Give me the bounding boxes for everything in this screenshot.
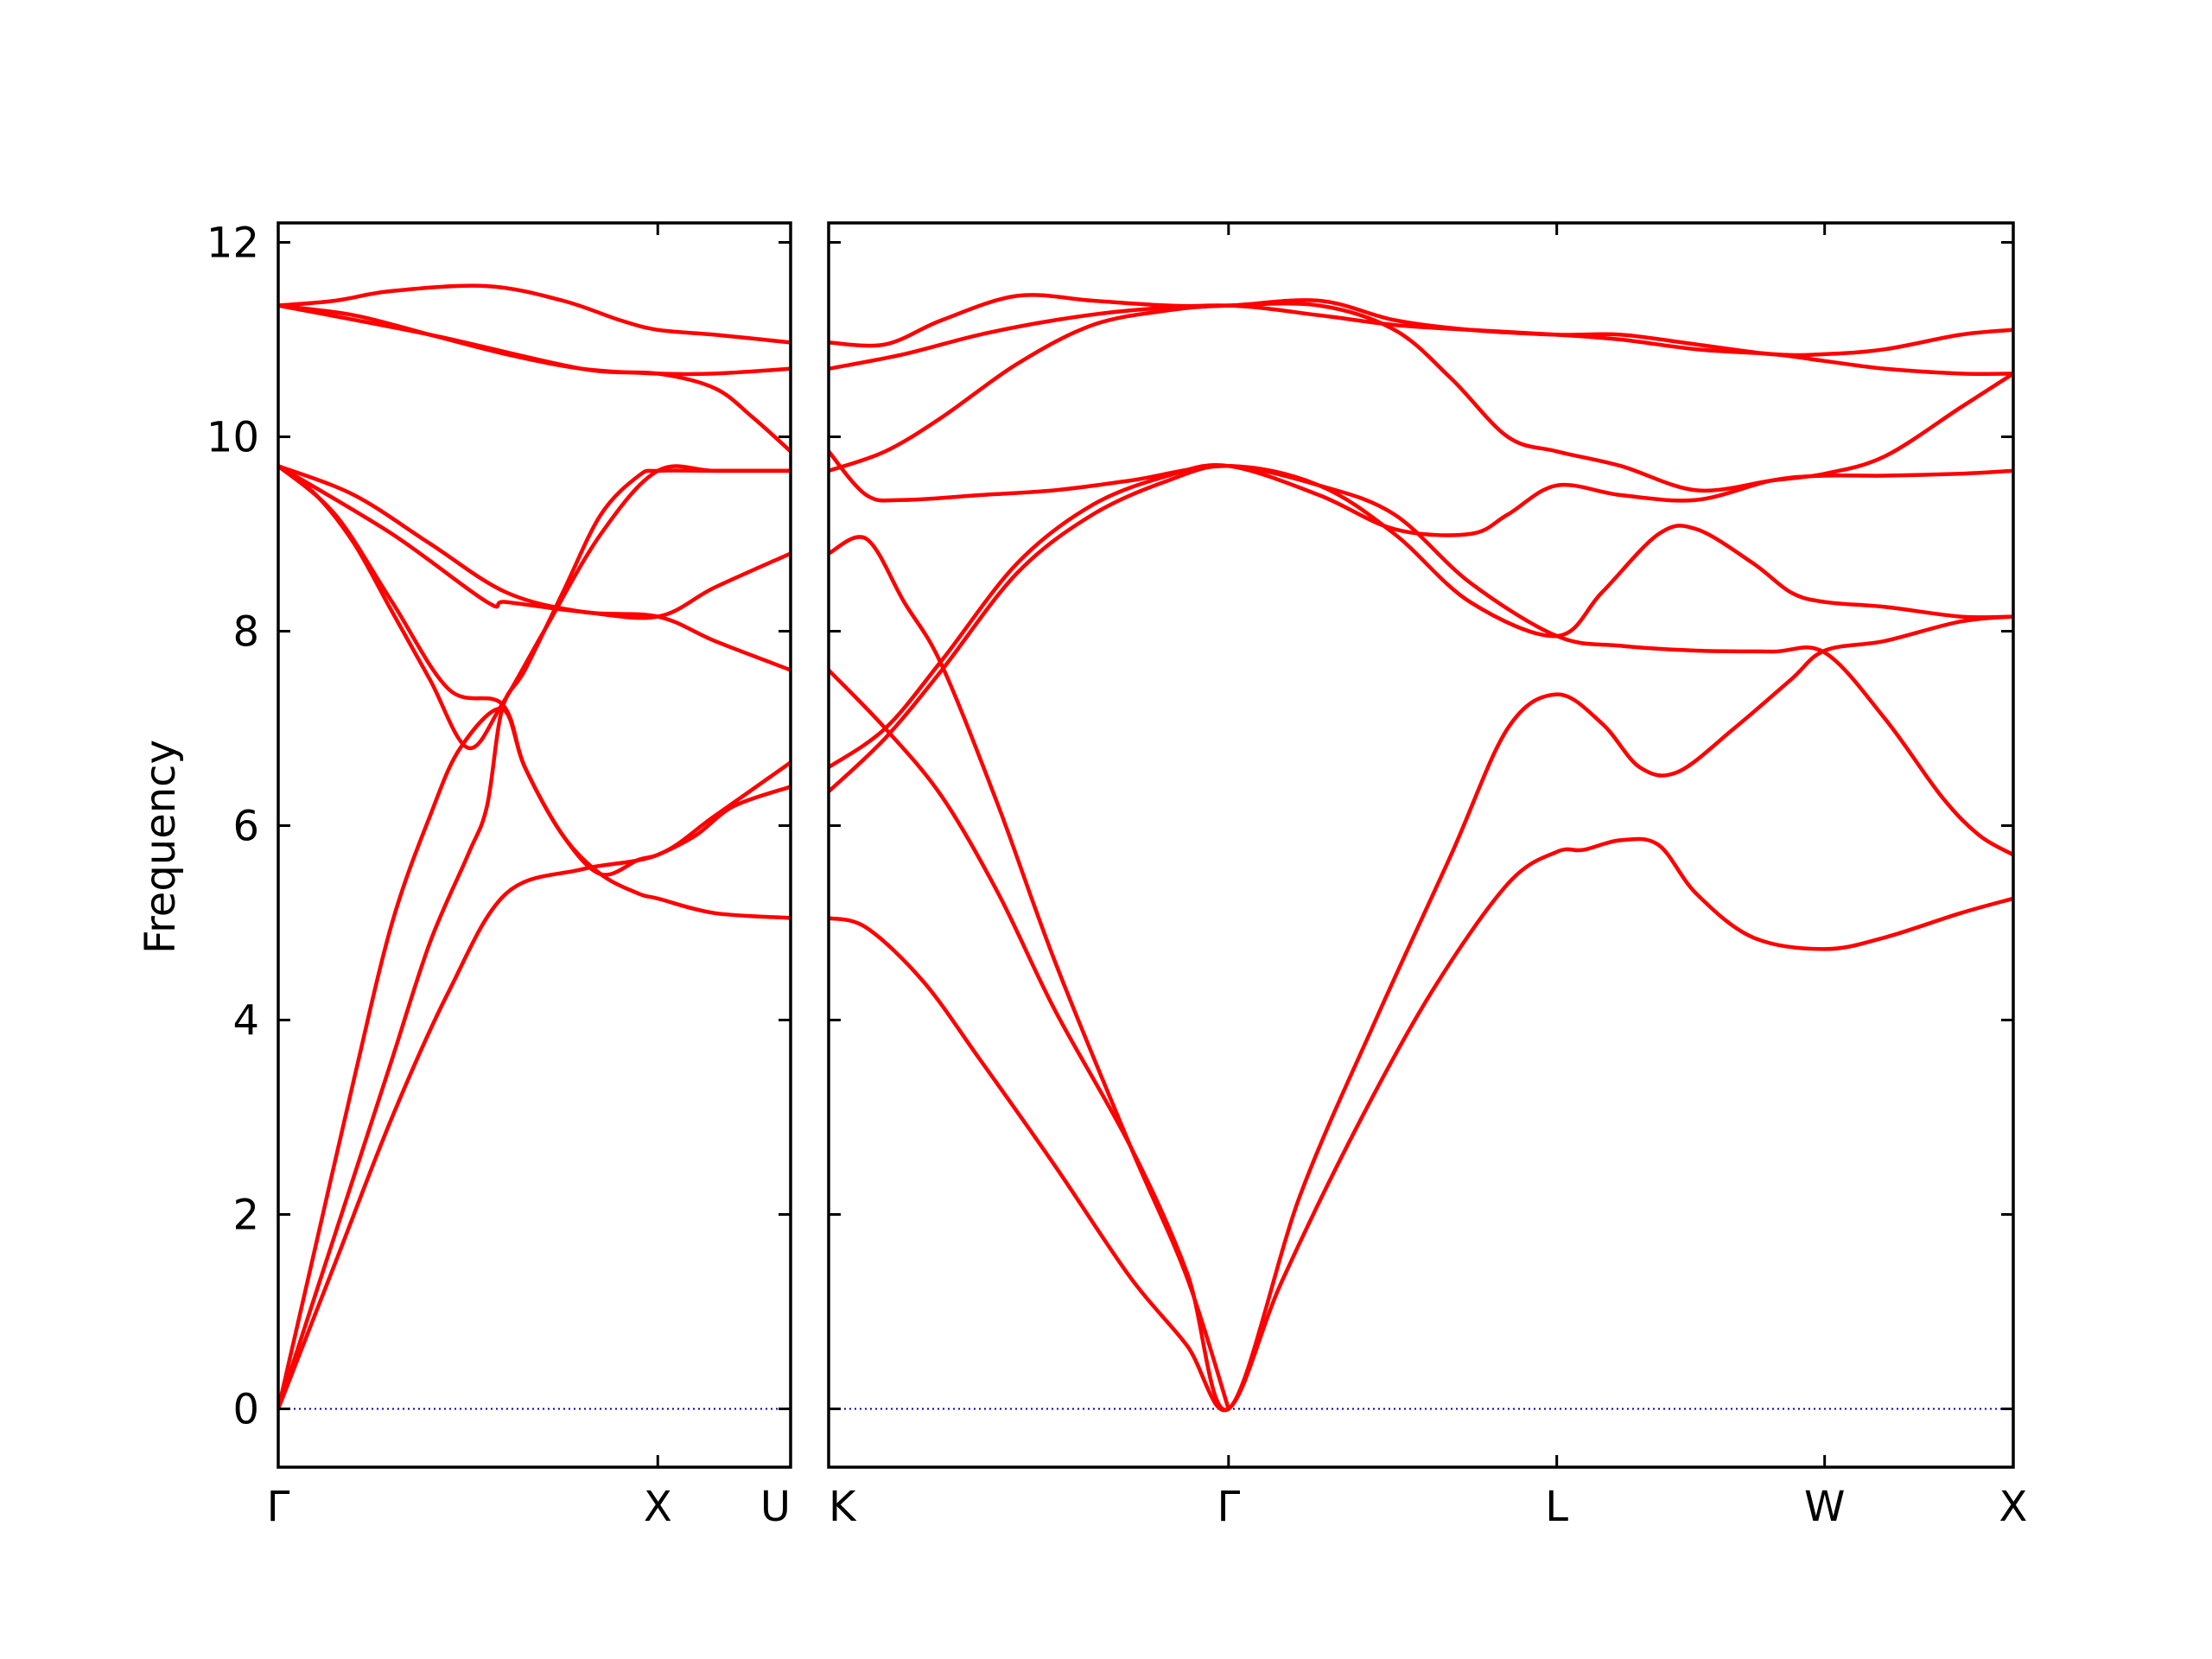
- band-line-2: [829, 614, 2013, 1412]
- band-line-4: [278, 464, 791, 672]
- band-line-1: [278, 468, 791, 1411]
- y-tick-label: 10: [207, 414, 259, 462]
- x-tick-label-W: W: [1804, 1483, 1845, 1531]
- band-line-5: [829, 463, 2013, 770]
- band-line-2: [278, 707, 791, 1411]
- band-line-5: [278, 464, 791, 620]
- x-tick-label-Γ: Γ: [1217, 1483, 1240, 1531]
- y-tick-label: 0: [232, 1386, 259, 1434]
- band-line-3: [829, 535, 1231, 1411]
- band-line-8: [829, 293, 2013, 358]
- panel-frame: [276, 221, 792, 1469]
- x-tick-label-K: K: [829, 1483, 857, 1531]
- band-line-9: [278, 760, 791, 1411]
- x-tick-label-U: U: [760, 1483, 791, 1531]
- panel-frame: [827, 221, 2015, 1469]
- y-tick-label: 8: [232, 608, 259, 657]
- y-tick-label: 12: [207, 219, 259, 268]
- band-line-3: [278, 464, 791, 877]
- x-tick-label-L: L: [1545, 1483, 1568, 1531]
- x-tick-label-X: X: [1999, 1483, 2028, 1531]
- band-line-8: [278, 464, 791, 750]
- y-axis-title: Frequency: [137, 740, 185, 954]
- y-tick-label: 4: [232, 997, 259, 1046]
- panel-1: 0 2 4 6 8 10 12 Γ X U: [207, 219, 792, 1531]
- band-line-6: [829, 449, 2013, 639]
- band-line-4: [829, 464, 2013, 857]
- band-line-9: [829, 302, 2013, 493]
- band-line-6: [278, 283, 791, 345]
- x-tick-label-Γ: Γ: [267, 1483, 290, 1531]
- band-line-7: [829, 303, 2013, 377]
- y-tick-label: 2: [232, 1192, 259, 1240]
- band-line-7: [278, 303, 791, 377]
- y-tick-label: 6: [232, 803, 259, 851]
- x-tick-label-X: X: [644, 1483, 672, 1531]
- band-line-1: [829, 836, 2013, 1413]
- band-line-10: [278, 303, 791, 454]
